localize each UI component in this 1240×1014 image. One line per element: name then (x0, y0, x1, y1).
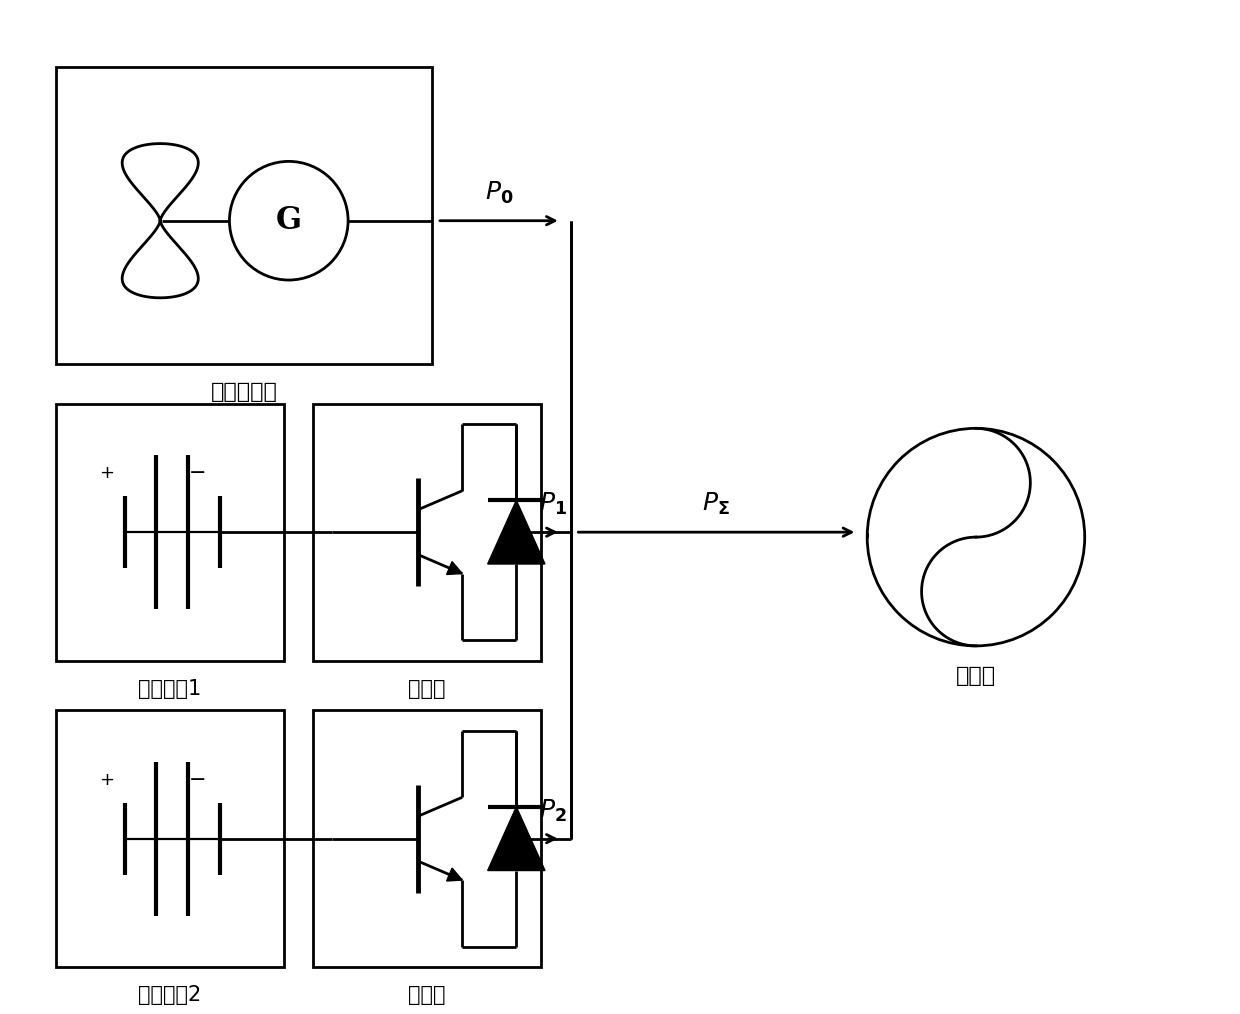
Bar (314, 404, 541, 661)
Text: 风力发电机: 风力发电机 (211, 382, 278, 402)
Text: 蓄电池的2: 蓄电池的2 (139, 985, 202, 1005)
Text: $P_{\mathbf{0}}$: $P_{\mathbf{0}}$ (485, 179, 513, 206)
Text: G: G (275, 205, 301, 236)
Text: +: + (99, 771, 114, 789)
Text: 大电网: 大电网 (956, 665, 996, 685)
Polygon shape (446, 562, 463, 575)
Text: −: − (188, 770, 206, 790)
Polygon shape (487, 807, 546, 871)
Polygon shape (487, 500, 546, 564)
Text: 蓄电池的1: 蓄电池的1 (139, 678, 202, 699)
Bar (56, 710, 284, 967)
Text: −: − (188, 463, 206, 483)
Text: $P_{\mathbf{\Sigma}}$: $P_{\mathbf{\Sigma}}$ (703, 491, 730, 517)
Text: +: + (99, 464, 114, 482)
Text: 变流器: 变流器 (408, 985, 446, 1005)
Polygon shape (446, 868, 463, 881)
Bar (56, 68, 432, 364)
Text: $P_{\mathbf{2}}$: $P_{\mathbf{2}}$ (539, 798, 567, 823)
Text: $P_{\mathbf{1}}$: $P_{\mathbf{1}}$ (539, 491, 567, 517)
Bar (314, 710, 541, 967)
Bar (56, 404, 284, 661)
Text: 变流器: 变流器 (408, 678, 446, 699)
